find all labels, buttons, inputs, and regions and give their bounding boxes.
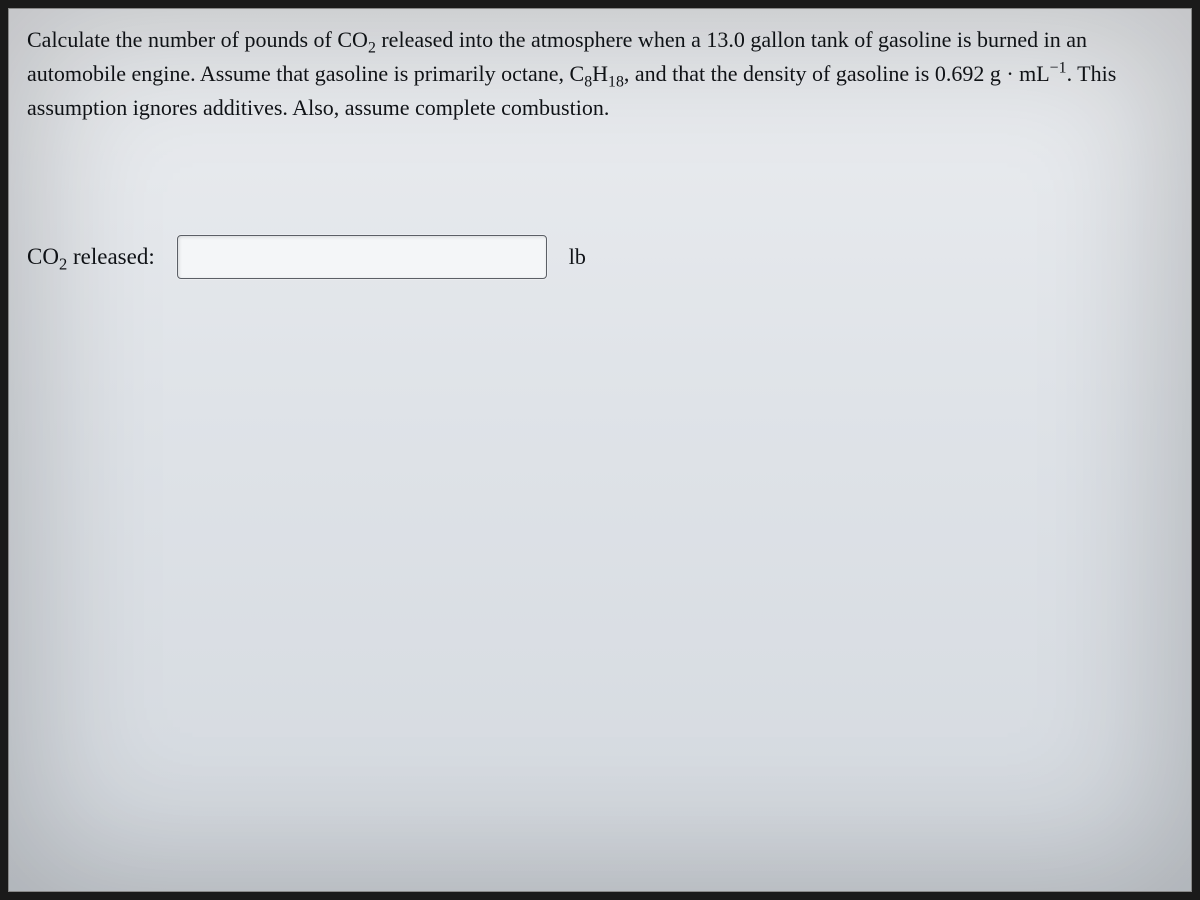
answer-label: CO2 released:	[27, 244, 155, 270]
answer-label-frag: released:	[67, 244, 154, 269]
question-sub: 2	[368, 39, 376, 56]
co2-released-input[interactable]	[177, 235, 547, 279]
answer-row: CO2 released: lb	[27, 235, 1173, 279]
question-sub: 8	[584, 73, 592, 90]
screen-vignette	[9, 9, 1191, 891]
question-frag: H	[592, 61, 608, 86]
question-frag: , and that the density of gasoline is 0.…	[624, 61, 1050, 86]
answer-label-sub: 2	[59, 255, 67, 274]
question-panel: Calculate the number of pounds of CO2 re…	[8, 8, 1192, 892]
answer-unit: lb	[569, 244, 586, 270]
question-text: Calculate the number of pounds of CO2 re…	[27, 23, 1173, 125]
question-frag: Calculate the number of pounds of CO	[27, 27, 368, 52]
answer-label-frag: CO	[27, 244, 59, 269]
question-sup: −1	[1050, 60, 1067, 77]
question-sub: 18	[608, 73, 624, 90]
